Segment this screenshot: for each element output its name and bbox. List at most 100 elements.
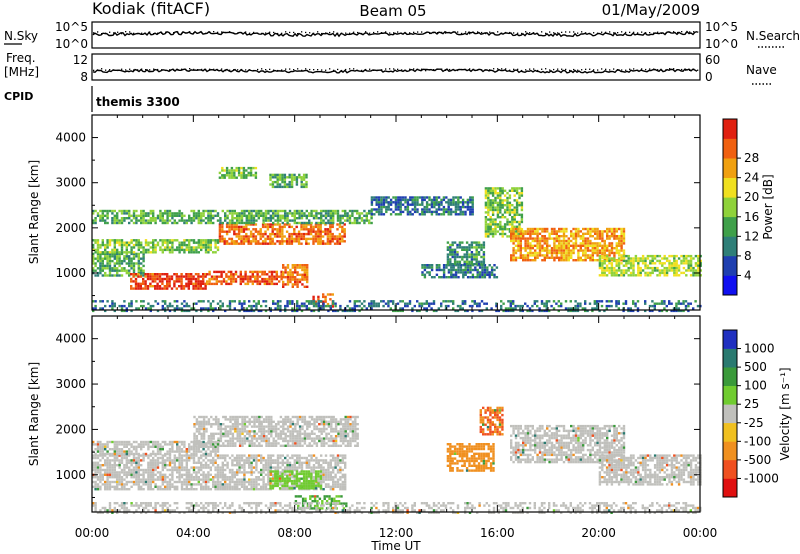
heatmap-cell bbox=[473, 263, 476, 266]
heatmap-cell bbox=[312, 298, 315, 301]
heatmap-cell bbox=[524, 244, 527, 247]
heatmap-cell bbox=[180, 461, 184, 464]
heatmap-cell bbox=[382, 203, 386, 206]
heatmap-cell bbox=[219, 488, 222, 491]
heatmap-cell bbox=[601, 244, 604, 247]
heatmap-cell bbox=[499, 220, 502, 224]
heatmap-cell bbox=[96, 478, 100, 481]
heatmap-cell bbox=[161, 454, 164, 457]
heatmap-cell bbox=[324, 214, 328, 217]
heatmap-cell bbox=[339, 214, 342, 217]
heatmap-cell bbox=[164, 309, 167, 313]
heatmap-cell bbox=[476, 302, 479, 305]
heatmap-cell bbox=[152, 209, 155, 213]
heatmap-cell bbox=[113, 302, 116, 305]
trace-dot bbox=[349, 68, 351, 70]
heatmap-cell bbox=[627, 262, 630, 265]
heatmap-cell bbox=[305, 180, 308, 184]
trace-dot bbox=[173, 32, 175, 34]
heatmap-cell bbox=[200, 485, 203, 488]
heatmap-cell bbox=[317, 304, 320, 308]
heatmap-cell bbox=[99, 478, 102, 481]
heatmap-region bbox=[421, 264, 499, 279]
heatmap-cell bbox=[503, 223, 507, 226]
heatmap-cell bbox=[596, 230, 599, 233]
heatmap-cell bbox=[445, 266, 448, 269]
heatmap-cell bbox=[286, 302, 289, 305]
heatmap-cell bbox=[468, 253, 471, 256]
heatmap-cell bbox=[281, 230, 284, 233]
heatmap-cell bbox=[213, 275, 216, 278]
nsky-tick-low: 10^0 bbox=[55, 37, 88, 51]
heatmap-cell bbox=[317, 228, 320, 231]
heatmap-cell bbox=[298, 280, 302, 284]
heatmap-cell bbox=[387, 205, 390, 209]
heatmap-cell bbox=[125, 246, 128, 249]
heatmap-cell bbox=[275, 282, 278, 286]
heatmap-cell bbox=[257, 209, 260, 213]
heatmap-cell bbox=[223, 237, 226, 241]
heatmap-cell bbox=[586, 309, 589, 313]
heatmap-cell bbox=[329, 240, 332, 243]
heatmap-cell bbox=[545, 302, 548, 305]
heatmap-cell bbox=[130, 241, 133, 244]
heatmap-cell bbox=[278, 223, 282, 226]
heatmap-cell bbox=[336, 228, 339, 231]
heatmap-cell bbox=[377, 201, 381, 204]
heatmap-cell bbox=[385, 201, 388, 204]
heatmap-cell bbox=[207, 251, 210, 254]
heatmap-cell bbox=[582, 235, 585, 238]
heatmap-cell bbox=[613, 232, 616, 235]
heatmap-cell bbox=[144, 214, 148, 217]
heatmap-cell bbox=[308, 221, 311, 225]
heatmap-cell bbox=[258, 282, 262, 286]
heatmap-cell bbox=[226, 488, 229, 491]
heatmap-cell bbox=[96, 241, 100, 244]
heatmap-cell bbox=[183, 251, 186, 254]
trace-dot bbox=[585, 32, 587, 34]
heatmap-cell bbox=[197, 217, 200, 220]
heatmap-cell bbox=[682, 254, 686, 258]
heatmap-cell bbox=[438, 276, 441, 279]
heatmap-cell bbox=[454, 196, 458, 199]
heatmap-cell bbox=[615, 237, 618, 240]
heatmap-cell bbox=[178, 248, 181, 252]
heatmap-cell bbox=[425, 302, 428, 305]
heatmap-cell bbox=[514, 304, 517, 308]
heatmap-cell bbox=[209, 241, 212, 244]
heatmap-cell bbox=[125, 271, 128, 275]
heatmap-cell bbox=[257, 232, 260, 236]
heatmap-cell bbox=[594, 247, 597, 250]
heatmap-cell bbox=[183, 478, 186, 481]
heatmap-cell bbox=[380, 205, 383, 209]
trace-dot bbox=[457, 69, 459, 72]
heatmap-cell bbox=[332, 221, 335, 225]
heatmap-cell bbox=[247, 166, 250, 170]
y-tick-label: 1000 bbox=[55, 266, 86, 280]
trace-dot bbox=[681, 68, 683, 71]
trace-dot bbox=[201, 31, 203, 34]
heatmap-cell bbox=[113, 454, 116, 457]
heatmap-cell bbox=[294, 266, 297, 269]
heatmap-cell bbox=[413, 205, 417, 209]
heatmap-cell bbox=[605, 254, 609, 258]
heatmap-cell bbox=[483, 271, 487, 274]
heatmap-cell bbox=[508, 223, 512, 226]
heatmap-cell bbox=[170, 275, 174, 278]
heatmap-cell bbox=[173, 239, 176, 242]
heatmap-cell bbox=[300, 214, 304, 217]
heatmap-cell bbox=[387, 196, 390, 199]
heatmap-cell bbox=[204, 483, 208, 486]
heatmap-cell bbox=[399, 201, 402, 204]
heatmap-cell bbox=[382, 196, 386, 199]
heatmap-cell bbox=[261, 242, 265, 245]
heatmap-cell bbox=[130, 485, 133, 488]
heatmap-cell bbox=[242, 171, 246, 175]
heatmap-cell bbox=[484, 206, 488, 209]
trace-dot bbox=[241, 32, 243, 34]
heatmap-cell bbox=[135, 241, 138, 244]
trace-dot bbox=[393, 32, 395, 34]
heatmap-cell bbox=[281, 228, 284, 231]
heatmap-cell bbox=[92, 243, 95, 247]
heatmap-cell bbox=[166, 285, 169, 288]
